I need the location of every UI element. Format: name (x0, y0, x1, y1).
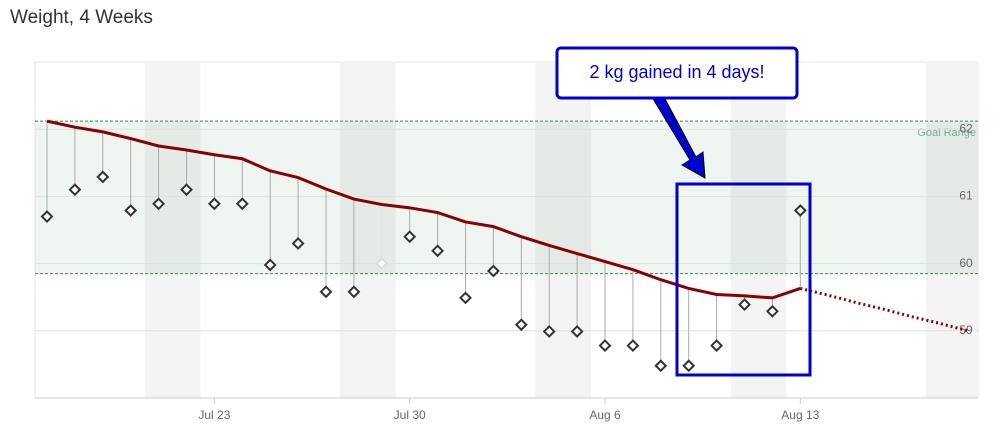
data-point (738, 298, 751, 312)
weekend-band (730, 62, 759, 398)
data-point (235, 197, 249, 211)
data-point (431, 244, 445, 258)
trend-line (46, 119, 801, 300)
goal-band (35, 121, 978, 274)
data-point (403, 230, 417, 244)
data-point (765, 304, 779, 318)
chart-title: Weight, 4 Weeks (10, 7, 153, 28)
data-point (542, 325, 556, 338)
x-tick-label: Jul 23 (198, 408, 230, 422)
weekend-band (535, 62, 564, 398)
data-point (654, 359, 668, 373)
y-tick-label: 61 (959, 189, 973, 203)
data-point (514, 318, 528, 332)
data-point (598, 339, 612, 352)
data-point (124, 204, 138, 217)
weekend-band (953, 62, 978, 398)
data-point (263, 258, 277, 272)
data-point (486, 264, 500, 278)
data-point (152, 197, 166, 211)
data-point (626, 339, 640, 352)
data-point (68, 183, 82, 197)
weekend-band (144, 62, 173, 398)
y-tick-label: 60 (959, 256, 973, 270)
data-point (180, 183, 193, 197)
data-point (375, 257, 389, 271)
x-tick-label: Aug 6 (589, 408, 621, 422)
data-point (207, 197, 221, 211)
y-tick-label: 62 (959, 121, 973, 135)
callout-arrow (651, 96, 706, 179)
projection-line (799, 287, 969, 333)
goal-label: Goal Range (917, 127, 976, 139)
x-tick-label: Aug 13 (781, 408, 819, 422)
data-point (319, 285, 333, 299)
x-tick-label: Jul 30 (394, 408, 426, 422)
data-point (682, 359, 696, 373)
data-point (40, 210, 54, 223)
weekend-band (925, 62, 954, 398)
weekend-band (172, 62, 201, 398)
weekend-band (563, 62, 592, 398)
data-point (459, 291, 472, 305)
data-point (793, 204, 807, 217)
data-point (291, 237, 305, 250)
highlight-box (675, 182, 812, 377)
data-point (96, 170, 110, 184)
callout-box (555, 46, 799, 100)
weekend-band (758, 62, 787, 398)
callout-text: 2 kg gained in 4 days! (589, 62, 764, 82)
data-point (347, 285, 361, 299)
data-point (710, 339, 724, 352)
data-point (570, 325, 584, 338)
